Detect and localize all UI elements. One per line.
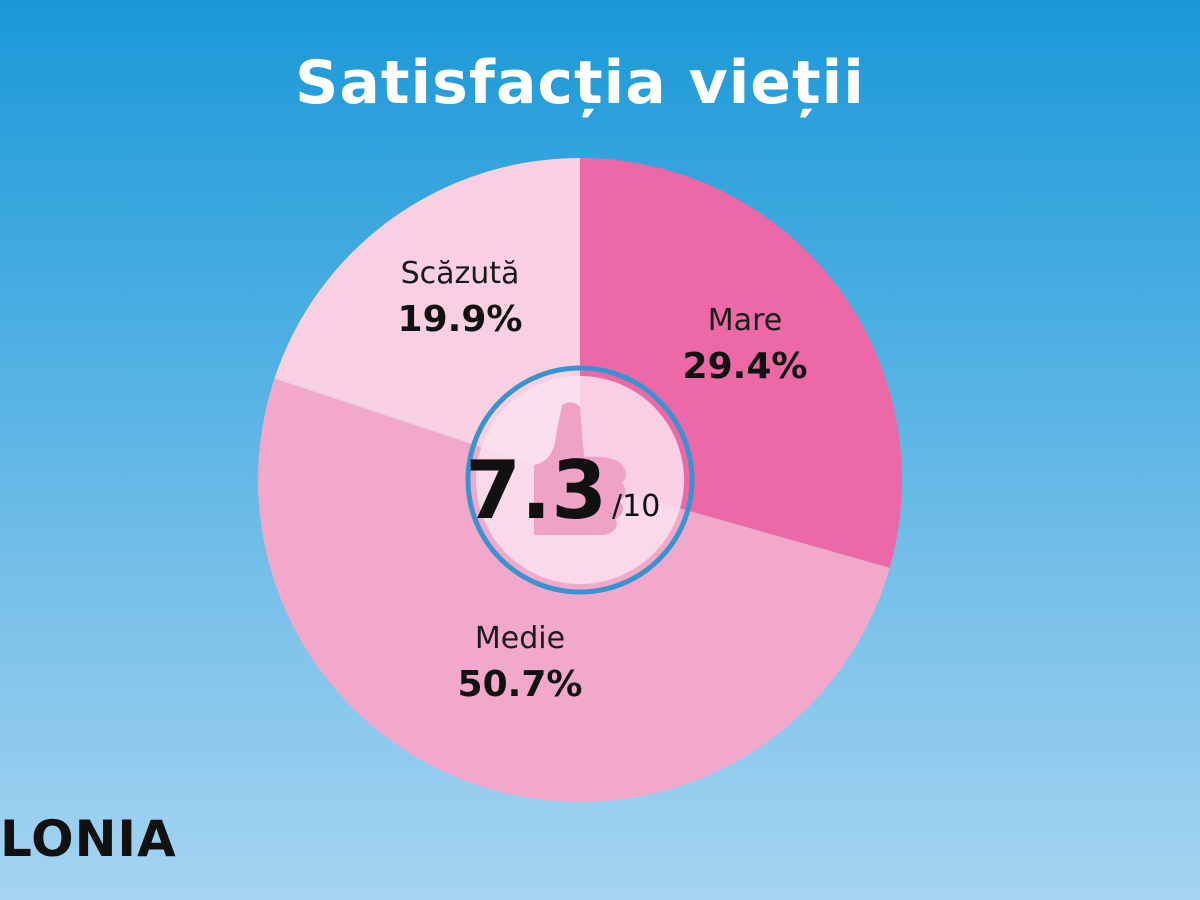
slice-label: Mare [708,303,782,338]
center-hub [465,365,695,595]
slice-value-label: 19.9% [398,299,523,340]
slice-label: Scăzută [401,256,520,291]
center-ring [465,365,695,595]
slice-label: Medie [475,621,565,656]
center-scale: /10 [612,489,660,524]
center-score: 7.3 [465,444,607,537]
chart-title: Satisfacția vieții [295,48,865,118]
thumbs-up-icon [534,402,626,535]
slice-value-label: 29.4% [683,346,808,387]
slice-labels: Mare 29.4% Medie 50.7% Scăzută 19.9% [398,256,808,705]
slice-value-label: 50.7% [458,664,583,705]
country-label: LONIA [0,810,177,868]
